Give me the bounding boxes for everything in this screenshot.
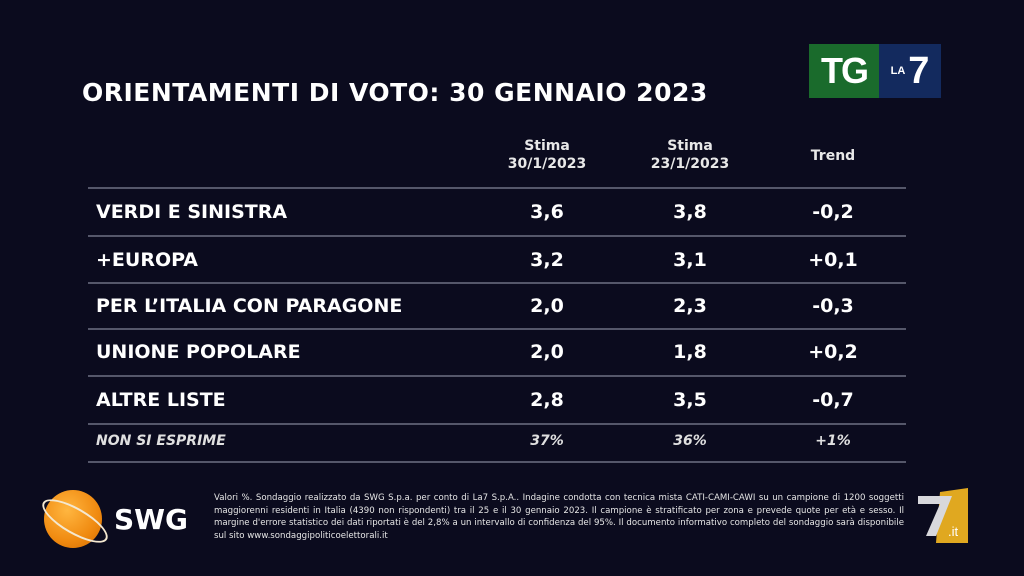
- divider: [88, 461, 906, 463]
- tg-la7-logo: TG LA 7: [809, 44, 941, 98]
- table-row: +EUROPA 3,2 3,1 +0,1: [96, 249, 858, 271]
- column-header-trend: Trend: [810, 148, 856, 164]
- divider: [88, 282, 906, 284]
- divider: [88, 375, 906, 377]
- divider: [88, 423, 906, 425]
- table-row: ALTRE LISTE 2,8 3,5 -0,7: [96, 389, 854, 411]
- column-header-current: Stima 30/1/2023: [507, 138, 587, 172]
- table-row-no-answer: NON SI ESPRIME 37% 36% +1%: [96, 433, 851, 449]
- globe-icon: [36, 490, 114, 551]
- divider: [88, 235, 906, 237]
- divider: [88, 187, 906, 189]
- table-row: VERDI E SINISTRA 3,6 3,8 -0,2: [96, 201, 854, 223]
- swg-logo: SWG: [36, 490, 188, 551]
- divider: [88, 328, 906, 330]
- table-row: PER L’ITALIA CON PARAGONE 2,0 2,3 -0,3: [96, 295, 854, 317]
- table-row: UNIONE POPOLARE 2,0 1,8 +0,2: [96, 341, 858, 363]
- methodology-note: Valori %. Sondaggio realizzato da SWG S.…: [214, 493, 904, 541]
- la7-watermark-logo: .it: [918, 488, 968, 543]
- page-title: ORIENTAMENTI DI VOTO: 30 GENNAIO 2023: [82, 78, 708, 107]
- svg-text:.it: .it: [948, 524, 959, 539]
- column-header-previous: Stima 23/1/2023: [650, 138, 730, 172]
- seven-logo-text: 7: [908, 49, 930, 92]
- la-logo-text: LA: [890, 65, 906, 77]
- tg-logo-text: TG: [809, 44, 879, 98]
